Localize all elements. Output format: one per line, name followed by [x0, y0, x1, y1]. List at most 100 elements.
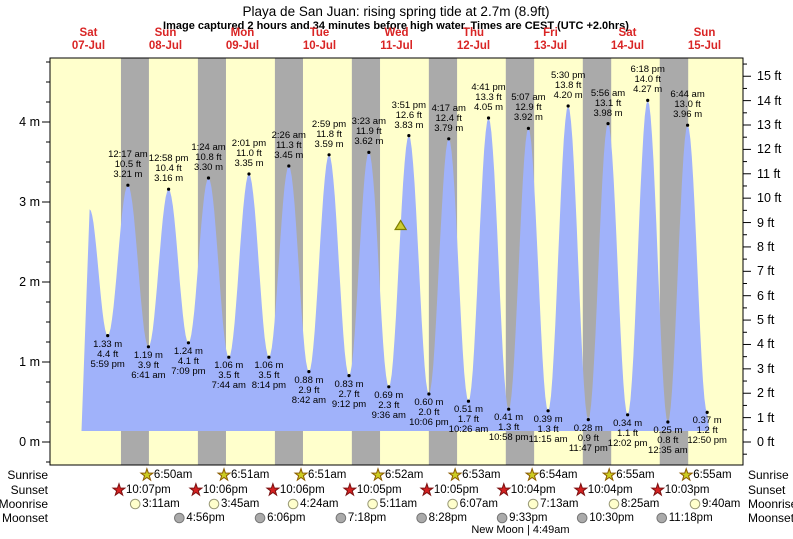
right-axis-tick-label: 12 ft [757, 142, 782, 157]
high-tide-label: 3:51 pm 12.6 ft 3.83 m [391, 99, 427, 131]
high-tide-label: 4:41 pm 13.3 ft 4.05 m [471, 83, 505, 113]
tide-point-dot [507, 407, 511, 411]
right-axis-tick-label: 10 ft [757, 191, 782, 206]
moonrise-icon [287, 498, 299, 510]
tide-label-line: 1:24 am [191, 142, 226, 153]
tide-label-line: 12:02 pm [607, 437, 648, 449]
moonset-time: 4:56pm [186, 512, 225, 524]
moonset-icon [496, 512, 508, 524]
right-axis-tick-label: 0 ft [757, 435, 775, 449]
tide-label-line: 7:44 am [211, 380, 246, 392]
moonrise-icon [208, 498, 220, 510]
day-label: Wed 11-Jul [380, 27, 413, 53]
tide-label-line: 0.41 m [494, 412, 524, 424]
date-label: 15-Jul [687, 40, 722, 52]
sunrise-icon [601, 467, 617, 482]
tide-label-line: 3.16 m [154, 173, 184, 185]
moonrise-time: 7:13am [540, 498, 579, 510]
sunrise-icon [216, 467, 232, 482]
tide-label-line: 3.83 m [394, 119, 424, 131]
tide-label-line: 3.21 m [113, 169, 143, 181]
tide-label-line: 3:51 pm [391, 99, 427, 111]
right-axis-tick-label: 15 ft [757, 69, 782, 84]
tide-label-line: 2:26 am [271, 130, 306, 141]
tide-label-line: 4:41 pm [471, 82, 506, 93]
moonset-time: 11:18pm [668, 512, 713, 524]
moonset-row-label-left: Moonset [1, 511, 48, 525]
tide-label-line: 11:47 pm [568, 442, 608, 454]
tide-point-dot [407, 134, 411, 138]
tide-label-line: 4.1 ft [177, 355, 199, 367]
tide-point-dot [247, 172, 251, 176]
tide-label-line: 5:30 pm [550, 70, 586, 81]
date-label: 14-Jul [610, 40, 645, 52]
tide-label-line: 13.8 ft [554, 80, 582, 91]
tide-label-line: 3.62 m [354, 136, 384, 148]
tide-label-line: 2.9 ft [298, 384, 320, 396]
moonset-time: 10:30pm [589, 512, 634, 524]
tide-label-line: 3.96 m [673, 109, 703, 121]
moonrise-icon [527, 498, 539, 510]
moonset-icon [174, 512, 185, 524]
tide-point-dot [566, 104, 570, 108]
moonset-time: 7:18pm [347, 512, 387, 524]
low-tide-label: 0.83 m 2.7 ft 9:12 pm [332, 379, 366, 410]
low-tide-label: 0.41 m 1.3 ft 10:58 pm [489, 413, 529, 443]
tide-label-line: 4.4 ft [97, 348, 119, 360]
sunset-time: 10:04pm [510, 484, 556, 496]
moonrise-icon [689, 498, 701, 510]
moonset-icon [335, 512, 347, 524]
date-label: 12-Jul [456, 40, 491, 52]
tide-label-line: 2.0 ft [418, 407, 440, 418]
left-axis-tick-label: 4 m [19, 115, 40, 129]
sunset-icon [111, 482, 127, 497]
sunrise-time: 6:53am [462, 469, 501, 481]
tide-label-line: 4.20 m [553, 90, 583, 101]
high-tide-label: 3:23 am 11.9 ft 3.62 m [352, 117, 386, 147]
sunset-icon [650, 482, 666, 497]
tide-point-dot [367, 150, 371, 154]
tide-label-line: 3.5 ft [218, 370, 240, 382]
high-tide-label: 12:17 am 10.5 ft 3.21 m [108, 150, 148, 180]
tide-label-line: 3.98 m [593, 107, 623, 119]
tide-label-line: 12:50 pm [687, 435, 727, 447]
tide-label-line: 1.06 m [214, 360, 244, 372]
tide-label-line: 6:44 am [670, 89, 705, 101]
left-axis-tick-label: 2 m [19, 275, 40, 289]
moonset-time: 8:28pm [428, 512, 468, 524]
tide-label-line: 1.7 ft [457, 414, 480, 426]
low-tide-label: 0.60 m 2.0 ft 10:06 pm [409, 398, 449, 428]
tide-point-dot [586, 418, 590, 422]
tide-label-line: 1.19 m [133, 349, 163, 361]
moonset-icon [576, 512, 588, 524]
low-tide-label: 0.37 m 1.2 ft 12:50 pm [687, 416, 727, 446]
tide-label-line: 0.39 m [533, 413, 563, 425]
weekday-label: Fri [543, 27, 558, 39]
tide-label-line: 11.8 ft [316, 128, 342, 140]
moonrise-row-label-right: Moonrise [748, 497, 793, 511]
tide-label-line: 0.34 m [613, 417, 643, 429]
tide-label-line: 6:18 pm [630, 64, 665, 76]
sunrise-time: 6:50am [153, 469, 193, 481]
tide-label-line: 0.69 m [374, 389, 404, 401]
tide-point-dot [186, 341, 191, 345]
tide-point-dot [666, 420, 670, 424]
right-axis-tick-label: 2 ft [757, 386, 775, 401]
sunrise-icon [370, 467, 386, 482]
sunrise-icon [293, 467, 309, 482]
tide-label-line: 12.6 ft [395, 109, 423, 121]
tide-point-dot [106, 334, 110, 338]
high-tide-label: 12:58 pm 10.4 ft 3.16 m [149, 154, 189, 184]
low-tide-label: 0.39 m 1.3 ft 11:15 am [529, 413, 568, 445]
sunset-icon [188, 482, 204, 497]
tide-label-line: 1.2 ft [696, 425, 718, 437]
tide-label-line: 13.3 ft [475, 92, 502, 103]
sunset-time: 10:05pm [356, 484, 402, 496]
moonrise-time: 6:07am [459, 498, 498, 510]
right-axis-tick-label: 7 ft [757, 264, 775, 279]
tide-label-line: 1.33 m [93, 338, 123, 350]
new-moon-label: New Moon | 4:49am [471, 524, 570, 536]
low-tide-label: 0.25 m 0.8 ft 12:35 am [648, 426, 688, 456]
day-label: Sun 15-Jul [688, 27, 721, 53]
